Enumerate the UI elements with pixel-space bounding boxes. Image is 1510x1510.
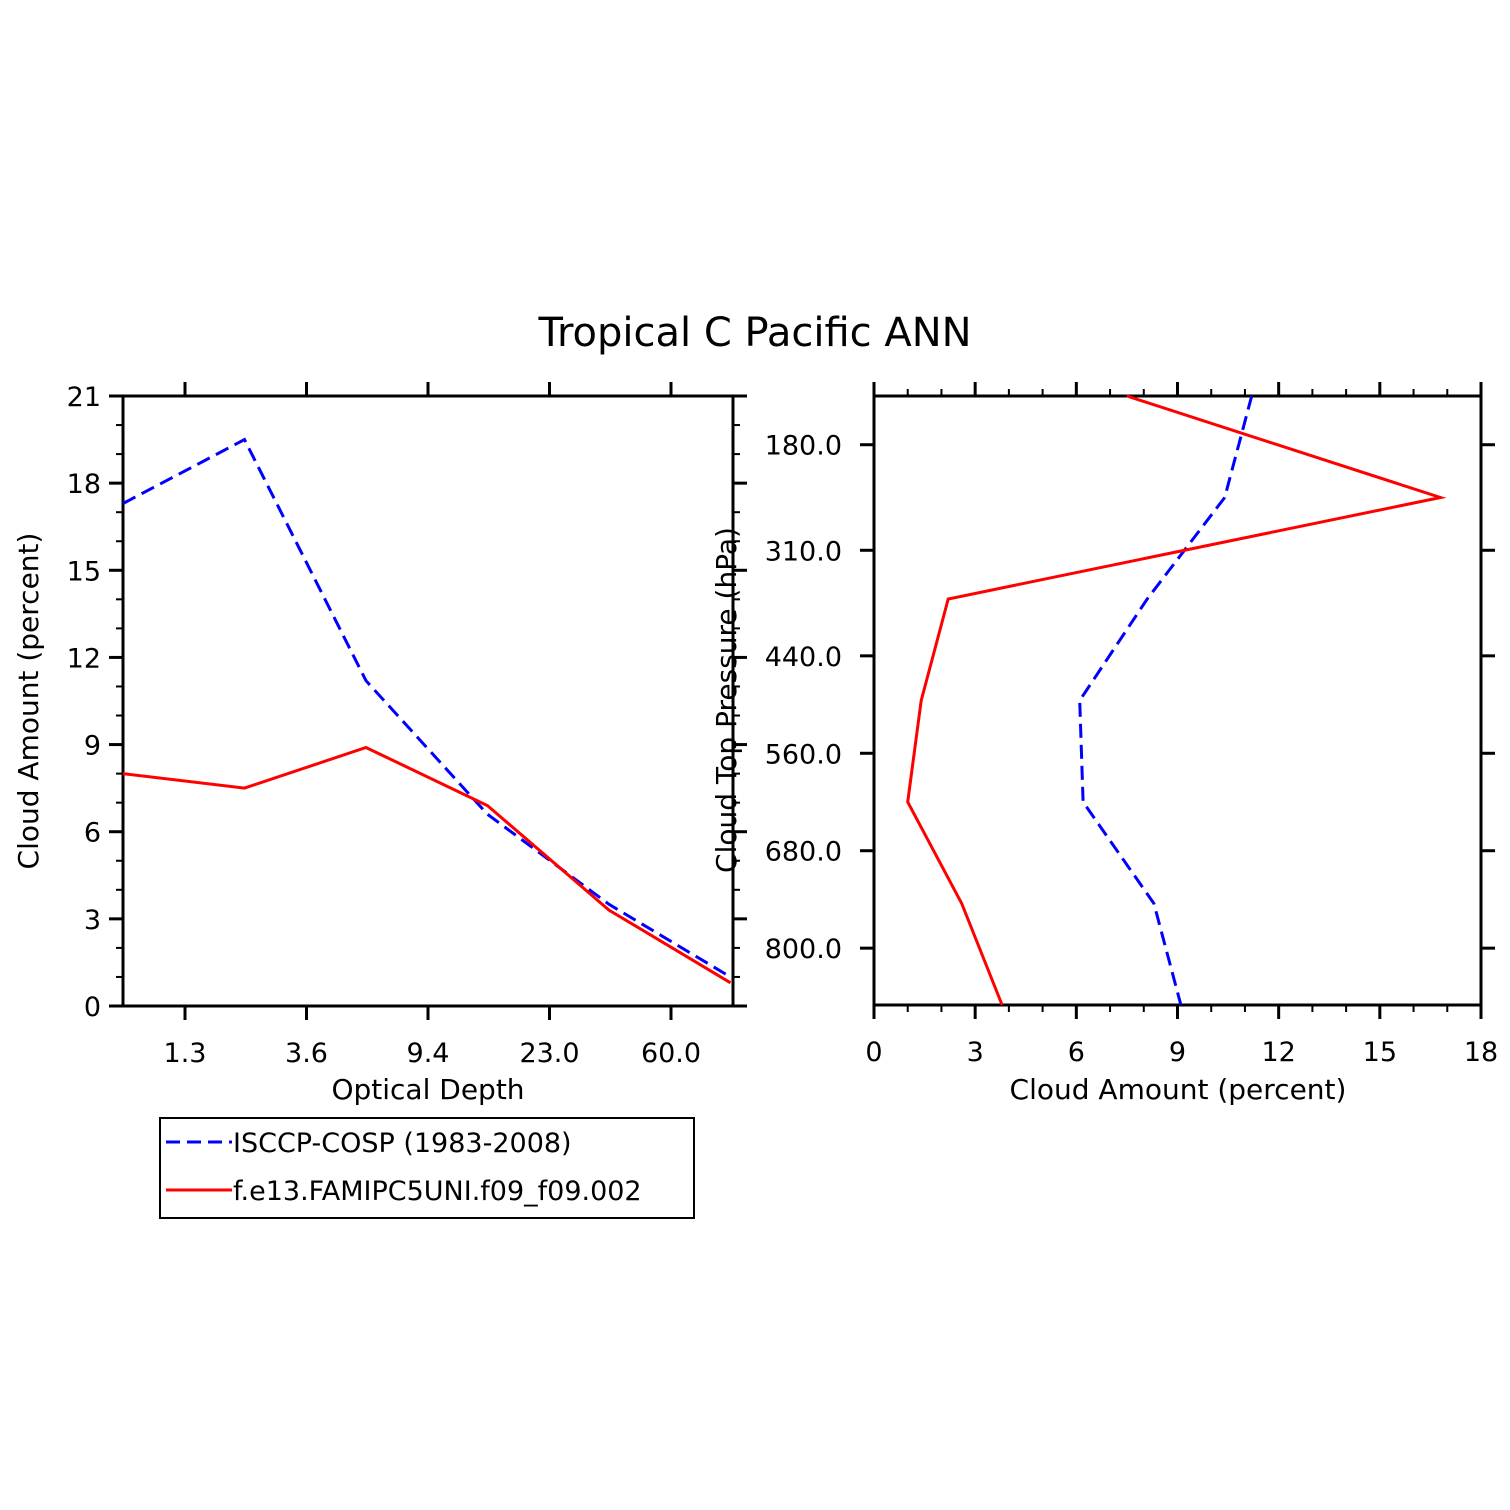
legend-label-model: f.e13.FAMIPC5UNI.f09_f09.002 [233, 1176, 642, 1207]
left-series [122, 437, 732, 985]
right-ticks: 0 3 6 9 12 15 18 180.0 310.0 440.0 560.0 680.0 800.0 [765, 382, 1498, 1068]
left-y-tick-label: 9 [84, 731, 101, 762]
left-y-tick-label: 15 [67, 556, 101, 587]
right-y-tick-label: 440.0 [765, 642, 842, 673]
right-x-tick-label: 18 [1464, 1037, 1498, 1068]
right-y-tick-label: 310.0 [765, 536, 842, 567]
left-ticks: 0 3 6 9 12 15 18 21 1.3 3.6 9.4 23.0 60.0 [67, 382, 747, 1069]
left-y-tick-label: 3 [84, 905, 101, 936]
left-y-tick-label: 12 [67, 643, 101, 674]
left-y-tick-label: 21 [67, 382, 101, 413]
right-y-tick-label: 180.0 [765, 431, 842, 462]
right-x-tick-label: 6 [1068, 1037, 1085, 1068]
legend: ISCCP-COSP (1983-2008) f.e13.FAMIPC5UNI.… [159, 1117, 695, 1219]
left-x-tick-label: 23.0 [519, 1038, 579, 1069]
right-series [906, 394, 1447, 1006]
right-x-tick-label: 12 [1261, 1037, 1295, 1068]
right-x-tick-label: 0 [865, 1037, 882, 1068]
right-x-tick-label: 3 [967, 1037, 984, 1068]
right-x-axis-title: Cloud Amount (percent) [1010, 1073, 1347, 1106]
left-x-tick-label: 3.6 [285, 1038, 328, 1069]
left-y-tick-label: 18 [67, 469, 101, 500]
left-y-axis-title: Cloud Amount (percent) [12, 533, 45, 870]
right-panel: 0 3 6 9 12 15 18 180.0 310.0 440.0 560.0 680.0 800.0… [710, 382, 1498, 1106]
left-series-line-obs [122, 437, 732, 979]
chart-title: Tropical C Pacific ANN [537, 310, 971, 356]
left-y-tick-label: 0 [84, 992, 101, 1023]
legend-box [159, 1117, 695, 1219]
right-y-tick-label: 560.0 [765, 739, 842, 770]
right-x-tick-label: 9 [1169, 1037, 1186, 1068]
right-y-tick-label: 680.0 [765, 837, 842, 868]
right-y-tick-label: 800.0 [765, 934, 842, 965]
left-x-tick-label: 9.4 [407, 1038, 450, 1069]
right-y-axis-title: Cloud Top Pressure (hPa) [710, 527, 743, 873]
left-x-tick-label: 60.0 [641, 1038, 701, 1069]
left-panel: 0 3 6 9 12 15 18 21 1.3 3.6 9.4 23.0 60.0 Optical De… [12, 382, 747, 1106]
legend-label-obs: ISCCP-COSP (1983-2008) [233, 1128, 572, 1159]
left-x-tick-label: 1.3 [164, 1038, 207, 1069]
left-y-tick-label: 6 [84, 818, 101, 849]
right-x-tick-label: 15 [1363, 1037, 1397, 1068]
left-x-axis-title: Optical Depth [331, 1073, 524, 1106]
left-series-line-model [122, 745, 732, 985]
